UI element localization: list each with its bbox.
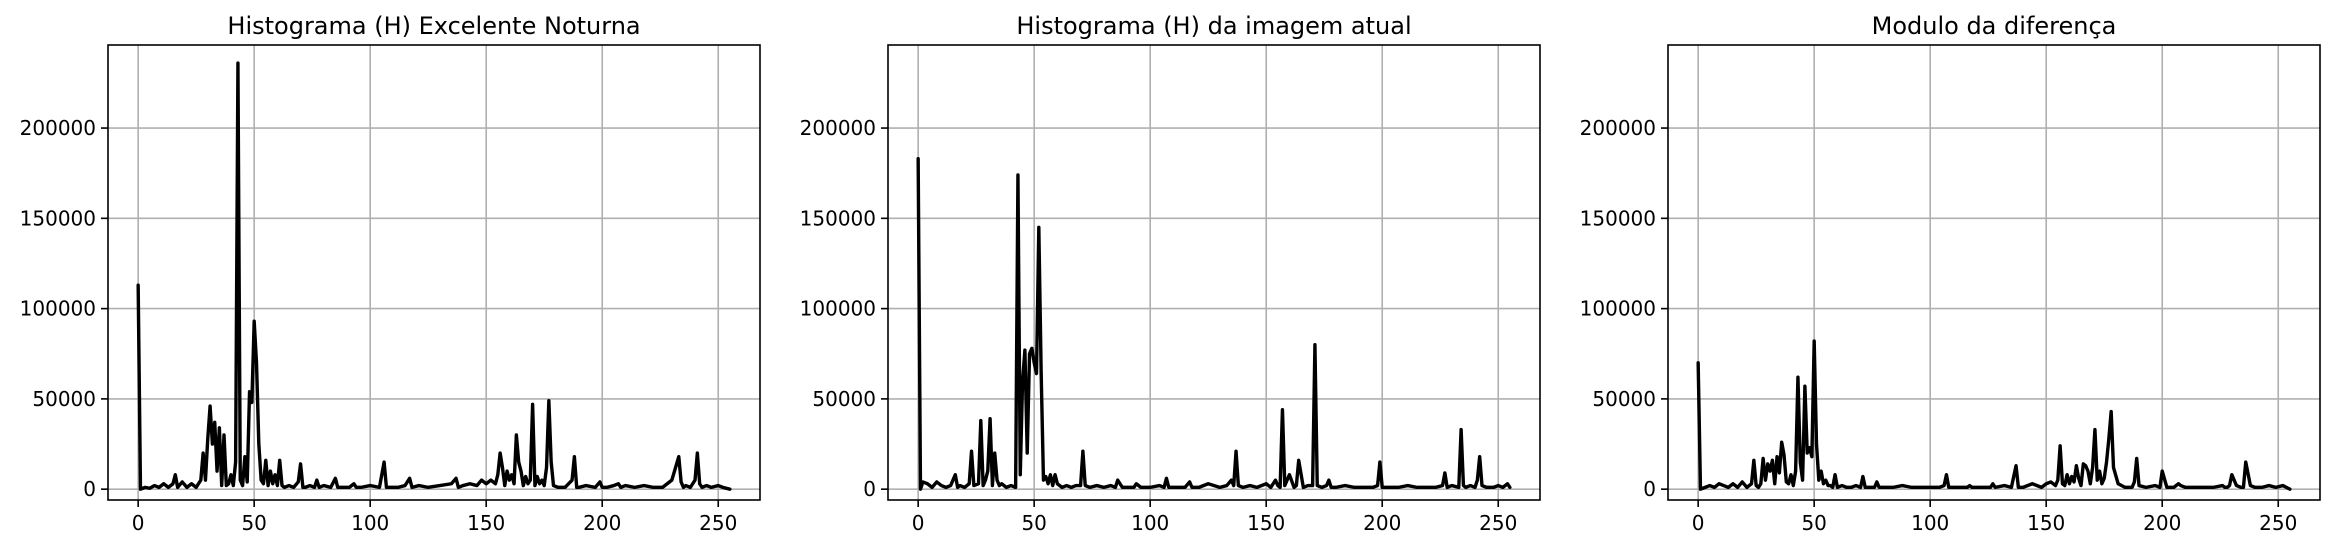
x-tick-label: 150 [467, 511, 505, 535]
y-tick-label: 0 [1643, 477, 1656, 501]
subplot-3: 0 50 100 150 200 250 0 50000 100000 150000 200000 M… [1580, 12, 2321, 535]
subplot-2: 0 50 100 150 200 250 0 50000 100000 150000 200000 H… [800, 12, 1541, 535]
y-tick-label: 150000 [800, 206, 876, 230]
x-tick-label: 200 [583, 511, 621, 535]
y-tick-label: 150000 [1580, 206, 1656, 230]
x-tick-label: 200 [1363, 511, 1401, 535]
subplot-1: 0 50 100 150 200 250 0 50000 100000 150000 200000 H… [20, 12, 761, 535]
x-tick-label: 0 [132, 511, 145, 535]
x-tick-label: 150 [1247, 511, 1285, 535]
y-tick-label: 150000 [20, 206, 96, 230]
x-tick-label: 150 [2027, 511, 2065, 535]
chart-title: Histograma (H) da imagem atual [1016, 12, 1411, 40]
x-tick-label: 0 [912, 511, 925, 535]
histogram-series-line [136, 61, 732, 491]
x-tick-label: 250 [1479, 511, 1517, 535]
chart-title: Histograma (H) Excelente Noturna [227, 12, 640, 40]
y-tick-label: 200000 [20, 116, 96, 140]
x-tick-label: 0 [1692, 511, 1705, 535]
histogram-series-line [1696, 339, 2292, 491]
x-tick-label: 100 [351, 511, 389, 535]
x-tick-label: 100 [1911, 511, 1949, 535]
plot-frame [887, 44, 1541, 501]
y-tick-label: 50000 [1592, 387, 1656, 411]
y-tick-label: 100000 [1580, 297, 1656, 321]
y-tick-label: 100000 [20, 297, 96, 321]
y-tick-label: 50000 [32, 387, 96, 411]
y-tick-label: 200000 [1580, 116, 1656, 140]
x-tick-label: 250 [2259, 511, 2297, 535]
y-tick-label: 200000 [800, 116, 876, 140]
plot-frame [107, 44, 761, 501]
x-tick-label: 100 [1131, 511, 1169, 535]
y-tick-label: 0 [863, 477, 876, 501]
y-tick-label: 0 [83, 477, 96, 501]
x-tick-label: 250 [699, 511, 737, 535]
chart-title: Modulo da diferença [1872, 12, 2117, 40]
y-tick-label: 50000 [812, 387, 876, 411]
x-tick-label: 50 [1021, 511, 1046, 535]
x-tick-label: 50 [1801, 511, 1826, 535]
x-tick-label: 50 [241, 511, 266, 535]
histogram-series-line [916, 157, 1512, 491]
y-tick-label: 100000 [800, 297, 876, 321]
x-tick-label: 200 [2143, 511, 2181, 535]
plot-frame [1667, 44, 2321, 501]
